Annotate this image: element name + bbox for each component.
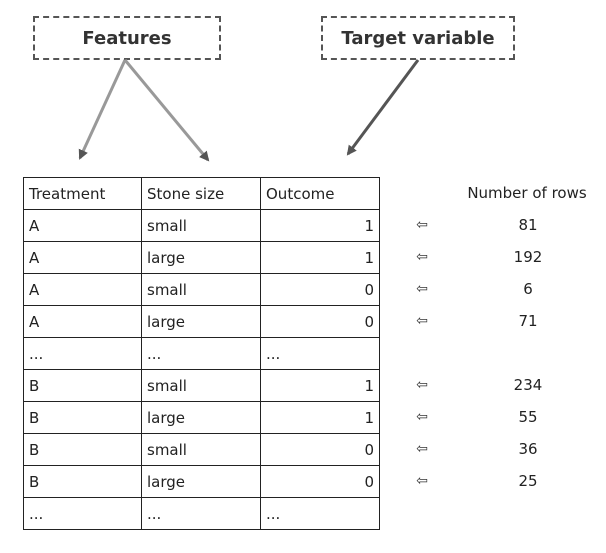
- row-count-value: 81: [518, 216, 538, 234]
- left-arrow-icon: ⇦: [416, 441, 428, 457]
- row-count-value: 234: [513, 376, 543, 394]
- table-row: B small 1: [23, 369, 380, 402]
- cell-outcome: 0: [260, 273, 380, 306]
- cell-stone-size: small: [141, 209, 261, 242]
- cell-outcome: 1: [260, 401, 380, 434]
- cell-treatment: A: [23, 273, 142, 306]
- cell-outcome: ...: [260, 497, 380, 530]
- left-arrow-icon: ⇦: [416, 281, 428, 297]
- cell-stone-size: large: [141, 305, 261, 338]
- data-table: Treatment Stone size Outcome A small 1 A…: [23, 177, 380, 530]
- cell-outcome: 0: [260, 465, 380, 498]
- target-to-outcome-arrow: [346, 59, 420, 156]
- cell-treatment: ...: [23, 497, 142, 530]
- cell-stone-size: large: [141, 401, 261, 434]
- header-treatment: Treatment: [23, 177, 142, 210]
- cell-outcome: 0: [260, 433, 380, 466]
- table-row: A large 1: [23, 241, 380, 274]
- left-arrow-icon: ⇦: [416, 249, 428, 265]
- table-row: B large 1: [23, 401, 380, 434]
- cell-stone-size: ...: [141, 497, 261, 530]
- cell-treatment: A: [23, 305, 142, 338]
- cell-treatment: ...: [23, 337, 142, 370]
- cell-stone-size: large: [141, 241, 261, 274]
- cell-outcome: ...: [260, 337, 380, 370]
- cell-stone-size: ...: [141, 337, 261, 370]
- cell-stone-size: large: [141, 465, 261, 498]
- header-stone-size: Stone size: [141, 177, 261, 210]
- table-row: A small 1: [23, 209, 380, 242]
- target-variable-callout: Target variable: [321, 16, 515, 60]
- cell-outcome: 0: [260, 305, 380, 338]
- table-row-ellipsis: ... ... ...: [23, 497, 380, 530]
- left-arrow-icon: ⇦: [416, 377, 428, 393]
- cell-stone-size: small: [141, 273, 261, 306]
- table-row: B large 0: [23, 465, 380, 498]
- left-arrow-icon: ⇦: [416, 473, 428, 489]
- cell-stone-size: small: [141, 369, 261, 402]
- features-callout: Features: [33, 16, 221, 60]
- cell-treatment: B: [23, 401, 142, 434]
- cell-stone-size: small: [141, 433, 261, 466]
- cell-outcome: 1: [260, 209, 380, 242]
- left-arrow-icon: ⇦: [416, 217, 428, 233]
- table-row-ellipsis: ... ... ...: [23, 337, 380, 370]
- left-arrow-icon: ⇦: [416, 313, 428, 329]
- row-count-value: 192: [513, 248, 543, 266]
- features-label: Features: [82, 27, 172, 49]
- left-arrow-icon: ⇦: [416, 409, 428, 425]
- table-row: A large 0: [23, 305, 380, 338]
- cell-treatment: B: [23, 465, 142, 498]
- cell-treatment: B: [23, 369, 142, 402]
- cell-treatment: A: [23, 241, 142, 274]
- table-row: B small 0: [23, 433, 380, 466]
- table-header-row: Treatment Stone size Outcome: [23, 177, 380, 210]
- row-count-value: 36: [518, 440, 538, 458]
- cell-treatment: B: [23, 433, 142, 466]
- cell-outcome: 1: [260, 369, 380, 402]
- row-count-value: 6: [523, 280, 533, 298]
- row-count-value: 25: [518, 472, 538, 490]
- features-to-stone-size-arrow: [123, 59, 210, 162]
- target-variable-label: Target variable: [341, 27, 495, 49]
- number-of-rows-header: Number of rows: [467, 184, 587, 202]
- row-count-value: 71: [518, 312, 538, 330]
- cell-treatment: A: [23, 209, 142, 242]
- table-row: A small 0: [23, 273, 380, 306]
- cell-outcome: 1: [260, 241, 380, 274]
- header-outcome: Outcome: [260, 177, 380, 210]
- row-count-value: 55: [518, 408, 538, 426]
- features-to-treatment-arrow: [78, 59, 127, 160]
